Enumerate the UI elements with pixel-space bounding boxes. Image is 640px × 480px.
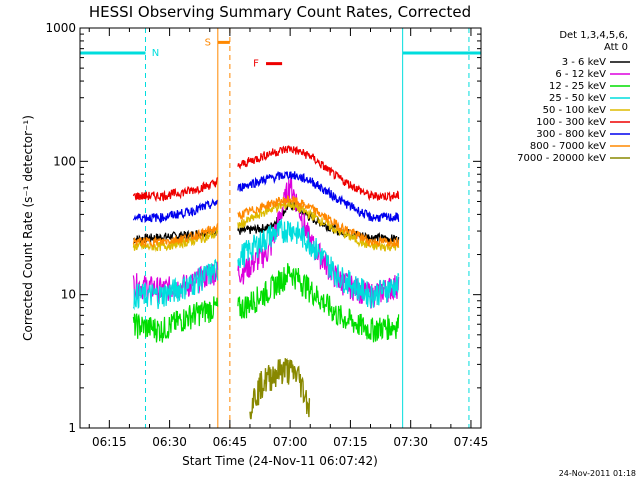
flag-label-n: N (152, 48, 159, 59)
series-line-50-100keV (132, 229, 219, 253)
y-tick-label-10: 10 (61, 288, 76, 302)
series-line-300-800keV (132, 198, 218, 224)
series-line-6-12keV-b (237, 173, 400, 309)
legend-entry-label: 300 - 800 keV (536, 129, 606, 140)
series-line-100-300keV-b (237, 145, 400, 202)
y-tick-label-1: 1 (68, 421, 76, 435)
legend-entry-label: 7000 - 20000 keV (517, 153, 606, 164)
x-tick-label-0700: 07:00 (273, 435, 308, 449)
x-axis-label: Start Time (24-Nov-11 06:07:42) (182, 454, 378, 468)
x-tick-label-0715: 07:15 (333, 435, 368, 449)
legend-entry-label: 6 - 12 keV (555, 69, 606, 80)
flag-label-f: F (253, 59, 259, 70)
legend-header-line-1: Att 0 (604, 42, 628, 53)
series-line-100-300keV (132, 177, 218, 203)
series-line-300-800keV-b (237, 170, 400, 222)
x-tick-label-0615: 06:15 (92, 435, 127, 449)
series-line-25-50keV (132, 258, 219, 311)
legend-entry-label: 25 - 50 keV (549, 93, 606, 104)
series-line-800-7000keV-b (237, 194, 400, 249)
x-tick-label-0730: 07:30 (393, 435, 428, 449)
legend-entry-label: 12 - 25 keV (549, 81, 606, 92)
legend-entry-label: 100 - 300 keV (536, 117, 606, 128)
legend-entry-label: 800 - 7000 keV (530, 141, 606, 152)
chart-title: HESSI Observing Summary Count Rates, Cor… (89, 3, 471, 21)
series-line-25-50keV-b (237, 217, 400, 309)
x-tick-label-0745: 07:45 (454, 435, 489, 449)
legend-entry-label: 50 - 100 keV (543, 105, 607, 116)
legend-entry-label: 3 - 6 keV (562, 57, 606, 68)
series-line-7000-20000keV (249, 358, 311, 420)
x-tick-label-0645: 06:45 (213, 435, 248, 449)
x-tick-label-0630: 06:30 (152, 435, 187, 449)
series-line-50-100keV-b (237, 200, 400, 252)
series-line-12-25keV (132, 296, 219, 343)
series-line-800-7000keV (132, 223, 219, 249)
legend-header-line-0: Det 1,3,4,5,6, (559, 30, 628, 41)
y-axis-label: Corrected Count Rate (s⁻¹ detector⁻¹) (21, 115, 35, 341)
series-line-12-25keV-b (237, 263, 400, 343)
footer-timestamp: 24-Nov-2011 01:18 (559, 469, 636, 478)
y-tick-label-1000: 1000 (45, 21, 76, 35)
plot-frame (79, 27, 482, 429)
y-tick-label-100: 100 (53, 154, 76, 168)
flag-label-s: S (205, 37, 211, 48)
